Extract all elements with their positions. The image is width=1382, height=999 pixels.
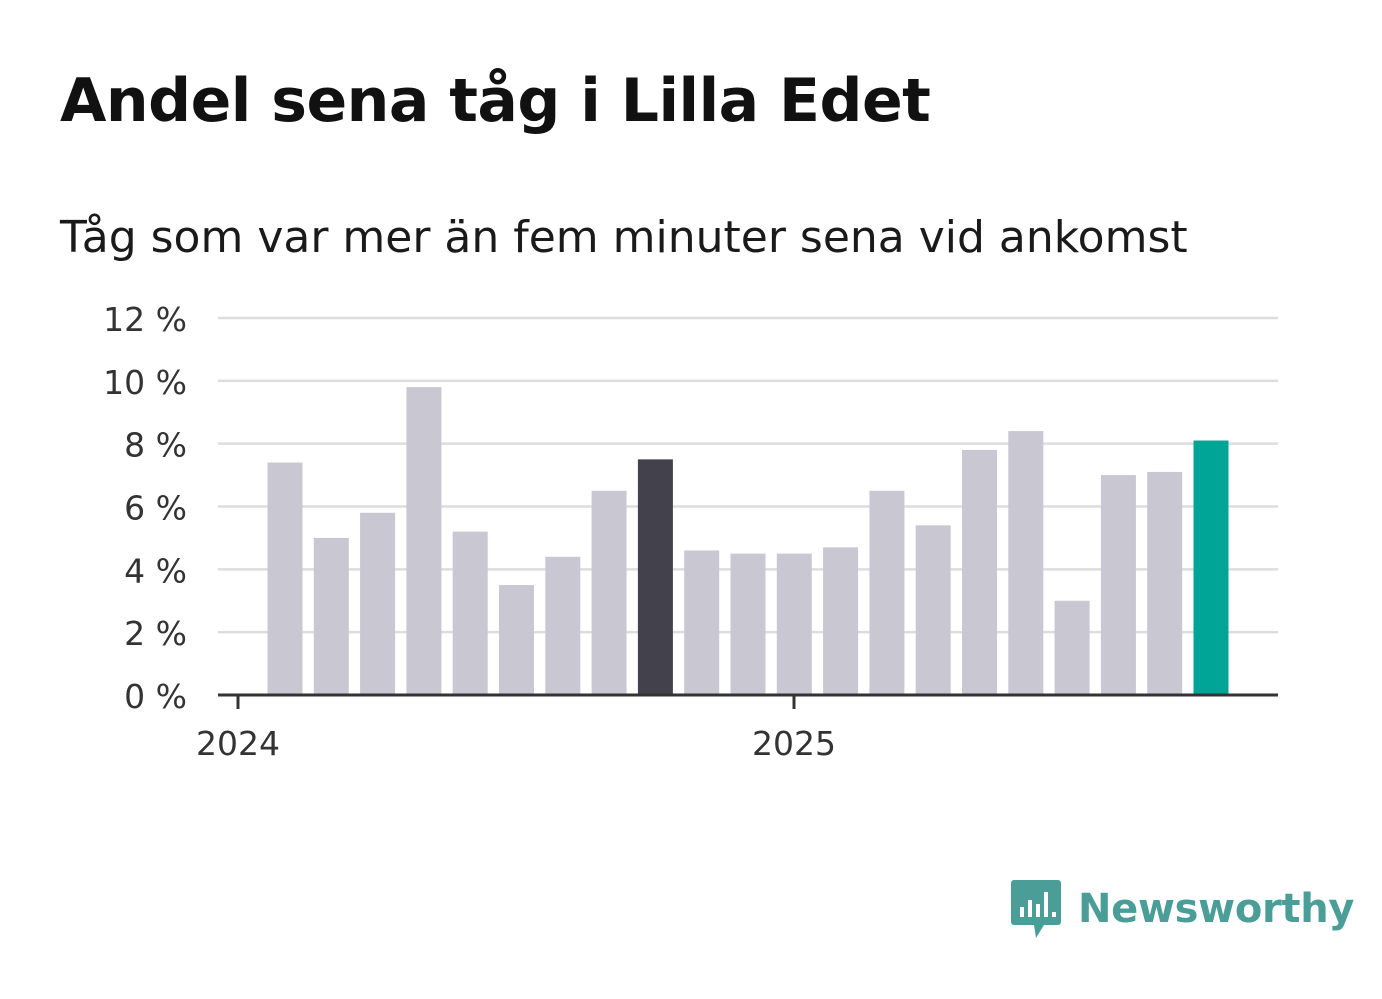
bar-2024-10 — [684, 550, 720, 695]
x-tick-label: 2024 — [196, 724, 280, 763]
bar-2024-03 — [360, 512, 396, 695]
bar-2024-12 — [776, 553, 812, 695]
bar-2025-05 — [1008, 431, 1044, 695]
y-tick-label: 12 % — [103, 300, 187, 339]
chart-title: Andel sena tåg i Lilla Edet — [60, 66, 931, 136]
bar-2025-06 — [1054, 600, 1090, 695]
bar-2025-02 — [869, 490, 905, 695]
x-tick-label: 2025 — [752, 724, 836, 763]
bar-2024-02 — [313, 537, 349, 695]
newsworthy-logo-text: Newsworthy — [1078, 886, 1355, 932]
bar-2024-01 — [267, 462, 303, 695]
newsworthy-logo-icon — [1011, 880, 1061, 938]
bar-2024-05 — [452, 531, 488, 695]
bar-2025-03 — [915, 525, 951, 695]
bar-2024-07 — [545, 556, 581, 695]
bar-2025-01 — [823, 547, 859, 695]
bar-2024-06 — [499, 585, 534, 695]
bar-2024-08 — [591, 490, 627, 695]
bar-2025-07 — [1100, 475, 1136, 695]
bar-2024-11 — [730, 553, 766, 695]
bar-2025-09 — [1193, 440, 1229, 695]
y-tick-label: 0 % — [124, 677, 187, 716]
bar-2025-08 — [1147, 471, 1183, 695]
y-tick-label: 10 % — [103, 363, 187, 402]
newsworthy-logo: Newsworthy — [1010, 878, 1355, 940]
bar-2024-04 — [406, 387, 442, 695]
bar-2025-04 — [962, 449, 997, 695]
chart-subtitle: Tåg som var mer än fem minuter sena vid … — [60, 212, 1188, 263]
y-tick-label: 8 % — [124, 426, 187, 465]
bar-2024-09 — [637, 459, 673, 695]
y-tick-label: 2 % — [124, 614, 187, 653]
y-tick-label: 6 % — [124, 489, 187, 528]
y-tick-label: 4 % — [124, 551, 187, 590]
